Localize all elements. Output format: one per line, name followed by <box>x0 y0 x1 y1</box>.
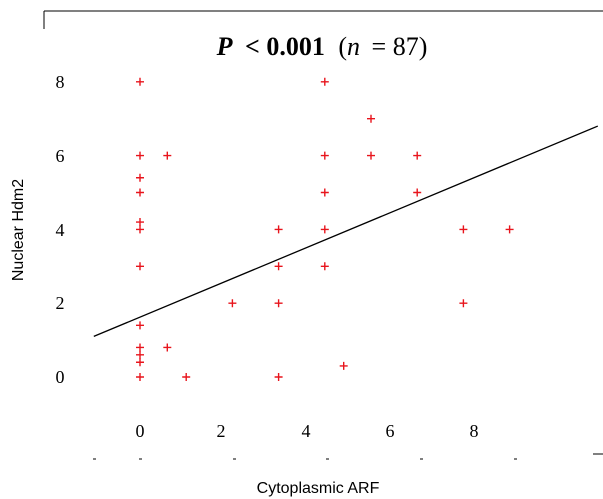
data-point <box>163 343 172 352</box>
x-tick-label: 2 <box>217 421 226 441</box>
data-point <box>274 373 283 381</box>
plot-frame <box>43 10 603 29</box>
y-tick-label: 8 <box>56 72 65 92</box>
data-point <box>182 373 191 381</box>
x-tick-labels: 0 2 4 6 8 <box>136 421 479 441</box>
data-point <box>228 299 237 308</box>
x-axis-label: Cytoplasmic ARF <box>257 480 380 497</box>
data-point <box>320 225 329 234</box>
x-tick-label: 8 <box>470 421 479 441</box>
data-point <box>459 299 468 308</box>
title-n-symbol: n <box>347 32 360 61</box>
regression-line <box>93 125 599 338</box>
x-tick-label: 0 <box>136 421 145 441</box>
y-tick-labels: 0 2 4 6 8 <box>56 72 65 387</box>
title-n-value: = 87) <box>372 32 428 61</box>
y-tick-label: 4 <box>56 220 65 240</box>
data-point <box>339 361 348 370</box>
data-point <box>274 225 283 234</box>
chart-title: P < 0.001 (n = 87) <box>216 32 428 61</box>
data-points <box>136 77 514 381</box>
y-tick-label: 6 <box>56 146 65 166</box>
data-point <box>136 321 144 330</box>
title-p-symbol: P <box>216 32 234 61</box>
data-point <box>136 77 144 86</box>
data-point <box>136 173 144 182</box>
data-point <box>136 188 144 197</box>
data-point <box>459 225 468 234</box>
data-point <box>136 373 144 381</box>
data-point <box>367 151 375 160</box>
x-axis-dashes <box>93 453 603 460</box>
data-point <box>413 188 422 197</box>
title-n-open: ( <box>338 32 347 61</box>
data-point <box>320 77 329 86</box>
data-point <box>274 299 283 308</box>
data-point <box>136 350 144 359</box>
data-point <box>274 262 283 271</box>
x-tick-label: 4 <box>302 421 311 441</box>
data-point <box>136 343 144 352</box>
data-point <box>367 114 375 123</box>
data-point <box>320 151 329 160</box>
data-point <box>413 151 422 160</box>
y-tick-label: 0 <box>56 367 65 387</box>
y-tick-label: 2 <box>56 293 65 313</box>
data-point <box>320 262 329 271</box>
y-axis-label: Nuclear Hdm2 <box>10 179 27 281</box>
data-point <box>136 151 144 160</box>
data-point <box>136 218 144 227</box>
x-tick-label: 6 <box>386 421 395 441</box>
data-point <box>320 188 329 197</box>
data-point <box>505 225 514 234</box>
data-point <box>136 225 144 234</box>
data-point <box>136 358 144 367</box>
title-p-value: < 0.001 <box>245 32 325 61</box>
data-point <box>163 151 172 160</box>
data-point <box>136 262 144 271</box>
